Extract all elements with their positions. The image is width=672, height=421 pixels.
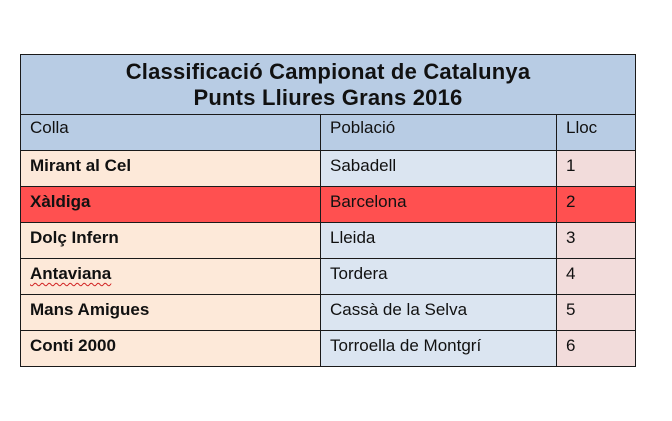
poblacio-cell: Lleida — [321, 223, 557, 258]
header-poblacio: Població — [321, 115, 557, 150]
title-line-2: Punts Lliures Grans 2016 — [193, 84, 463, 110]
table-row: Conti 2000 Torroella de Montgrí 6 — [21, 331, 635, 366]
table-row: Dolç Infern Lleida 3 — [21, 223, 635, 259]
lloc-cell: 1 — [557, 151, 635, 186]
colla-cell: Antaviana — [21, 259, 321, 294]
lloc-cell: 2 — [557, 187, 635, 222]
poblacio-cell: Sabadell — [321, 151, 557, 186]
lloc-cell: 4 — [557, 259, 635, 294]
header-row: Colla Població Lloc — [21, 115, 635, 151]
poblacio-cell: Cassà de la Selva — [321, 295, 557, 330]
table-title: Classificació Campionat de Catalunya Pun… — [21, 55, 635, 115]
colla-cell: Mirant al Cel — [21, 151, 321, 186]
colla-cell: Xàldiga — [21, 187, 321, 222]
classification-table: Classificació Campionat de Catalunya Pun… — [20, 54, 636, 367]
lloc-cell: 5 — [557, 295, 635, 330]
poblacio-cell: Barcelona — [321, 187, 557, 222]
colla-cell: Conti 2000 — [21, 331, 321, 366]
colla-cell: Mans Amigues — [21, 295, 321, 330]
table-row: Mans Amigues Cassà de la Selva 5 — [21, 295, 635, 331]
colla-cell: Dolç Infern — [21, 223, 321, 258]
colla-text: Antaviana — [30, 264, 112, 283]
table-row: Mirant al Cel Sabadell 1 — [21, 151, 635, 187]
lloc-cell: 6 — [557, 331, 635, 366]
lloc-cell: 3 — [557, 223, 635, 258]
header-lloc: Lloc — [557, 115, 635, 150]
poblacio-cell: Tordera — [321, 259, 557, 294]
poblacio-cell: Torroella de Montgrí — [321, 331, 557, 366]
table-row: Antaviana Tordera 4 — [21, 259, 635, 295]
title-line-1: Classificació Campionat de Catalunya — [125, 58, 531, 84]
header-colla: Colla — [21, 115, 321, 150]
table-row-highlighted: Xàldiga Barcelona 2 — [21, 187, 635, 223]
